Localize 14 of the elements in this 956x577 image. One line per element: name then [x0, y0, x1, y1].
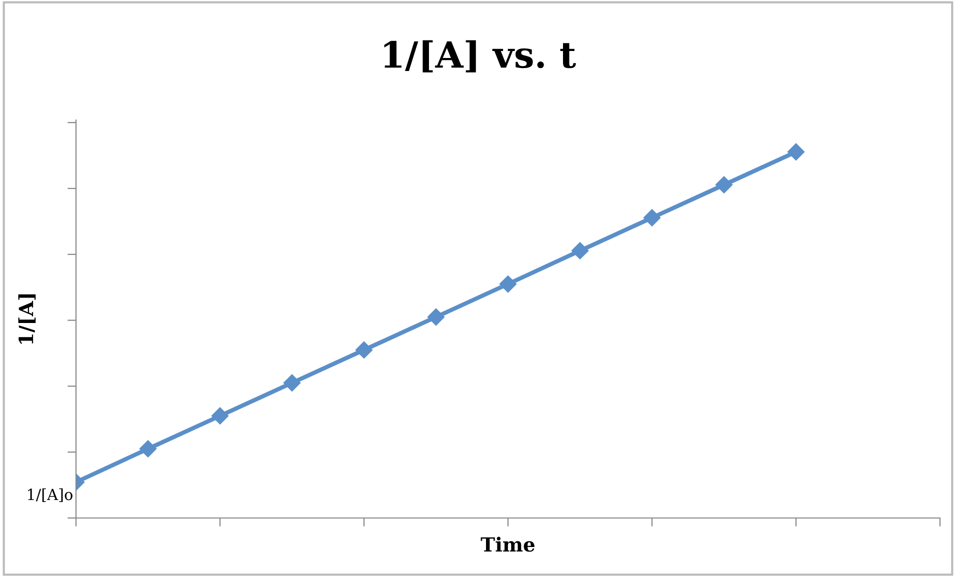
- point: [427, 308, 445, 326]
- point: [571, 242, 589, 260]
- point: [715, 176, 733, 194]
- text: 1/[A]o: [28, 488, 72, 502]
- point: [643, 209, 661, 226]
- point: [787, 143, 805, 160]
- point: [139, 440, 157, 458]
- x-axis-title: Time: [480, 536, 535, 552]
- y-axis-title: 1/[A]: [18, 294, 36, 344]
- point: [283, 374, 301, 392]
- point: [211, 407, 229, 424]
- chart-title: 1/[A] vs. t: [384, 40, 576, 72]
- point: [355, 341, 373, 358]
- point: [499, 275, 517, 293]
